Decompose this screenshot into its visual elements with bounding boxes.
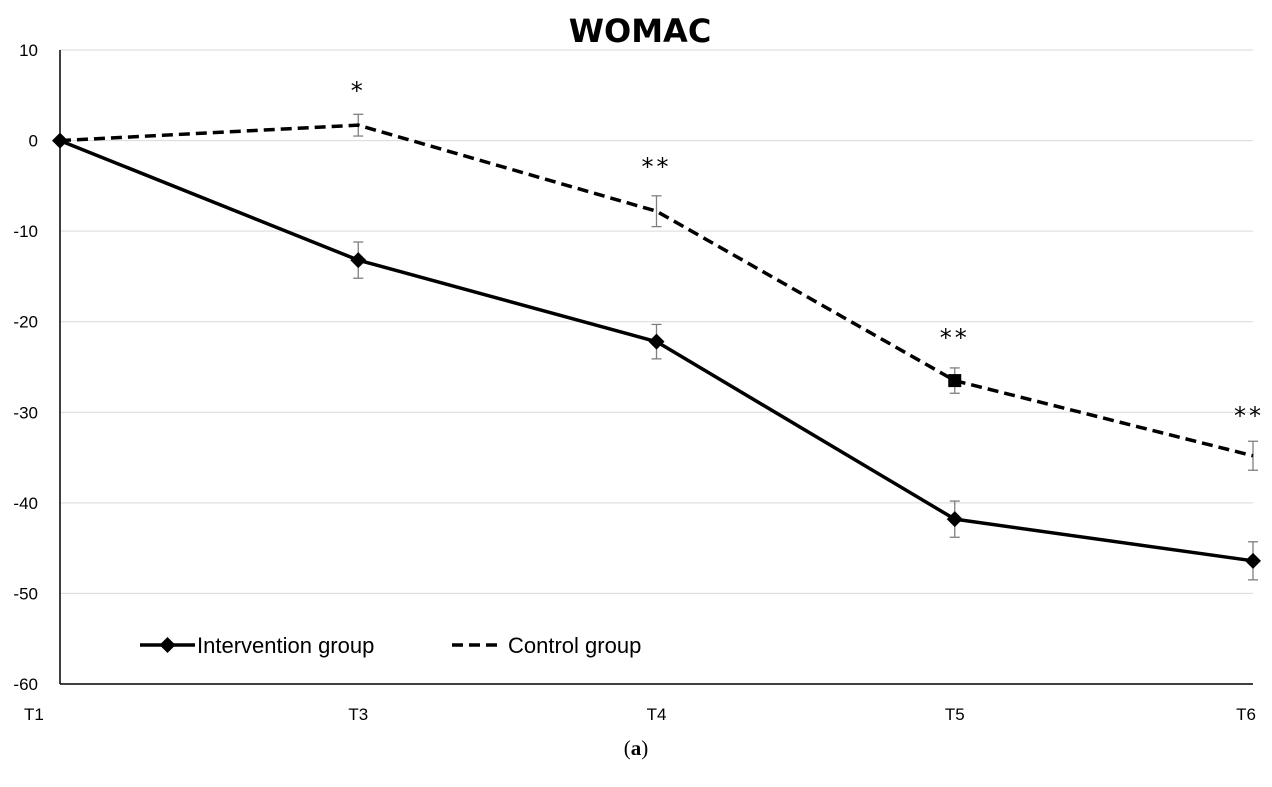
chart-title: WOMAC <box>569 12 712 50</box>
data-point-marker <box>946 511 963 528</box>
x-tick-label: T5 <box>945 705 965 724</box>
legend-marker <box>159 637 176 653</box>
legend-item: Control group <box>452 633 641 658</box>
legend-label: Intervention group <box>197 633 374 658</box>
significance-marker: ** <box>642 153 672 181</box>
x-tick-label: T6 <box>1236 705 1256 724</box>
series-group <box>52 113 1261 581</box>
x-tick-label: T4 <box>647 705 667 724</box>
legend-label: Control group <box>508 633 641 658</box>
x-tick-label: T3 <box>348 705 368 724</box>
data-point-marker <box>1245 552 1261 569</box>
data-point-marker <box>648 333 665 350</box>
y-tick-label: -30 <box>13 403 38 422</box>
y-tick-label: -60 <box>13 675 38 694</box>
legend: Intervention group Control group <box>140 633 641 658</box>
series-control-group <box>59 113 1258 471</box>
x-axis-tick-labels: T1 T3 T4 T5 T6 <box>24 705 1256 724</box>
significance-marker: ** <box>1234 402 1264 430</box>
y-tick-label: -40 <box>13 494 38 513</box>
y-tick-label: -50 <box>13 584 38 603</box>
panel-label: (a) <box>624 736 649 760</box>
significance-marker: ** <box>940 324 970 352</box>
x-tick-label: T1 <box>24 705 44 724</box>
y-tick-label: -20 <box>13 313 38 332</box>
error-bar <box>651 195 662 228</box>
axes <box>59 50 1253 685</box>
legend-item: Intervention group <box>140 633 374 658</box>
series-intervention-group <box>52 132 1261 581</box>
y-tick-label: 0 <box>29 132 38 151</box>
significance-annotations: ******* <box>351 77 1264 430</box>
y-axis-tick-labels: 10 0 -10 -20 -30 -40 -50 -60 <box>13 41 38 694</box>
significance-marker: * <box>351 77 366 105</box>
y-tick-label: -10 <box>13 222 38 241</box>
data-point-marker <box>350 252 367 269</box>
y-tick-label: 10 <box>19 41 38 60</box>
series-line <box>59 123 1254 458</box>
data-point-marker <box>948 374 962 388</box>
gridlines <box>60 49 1253 594</box>
